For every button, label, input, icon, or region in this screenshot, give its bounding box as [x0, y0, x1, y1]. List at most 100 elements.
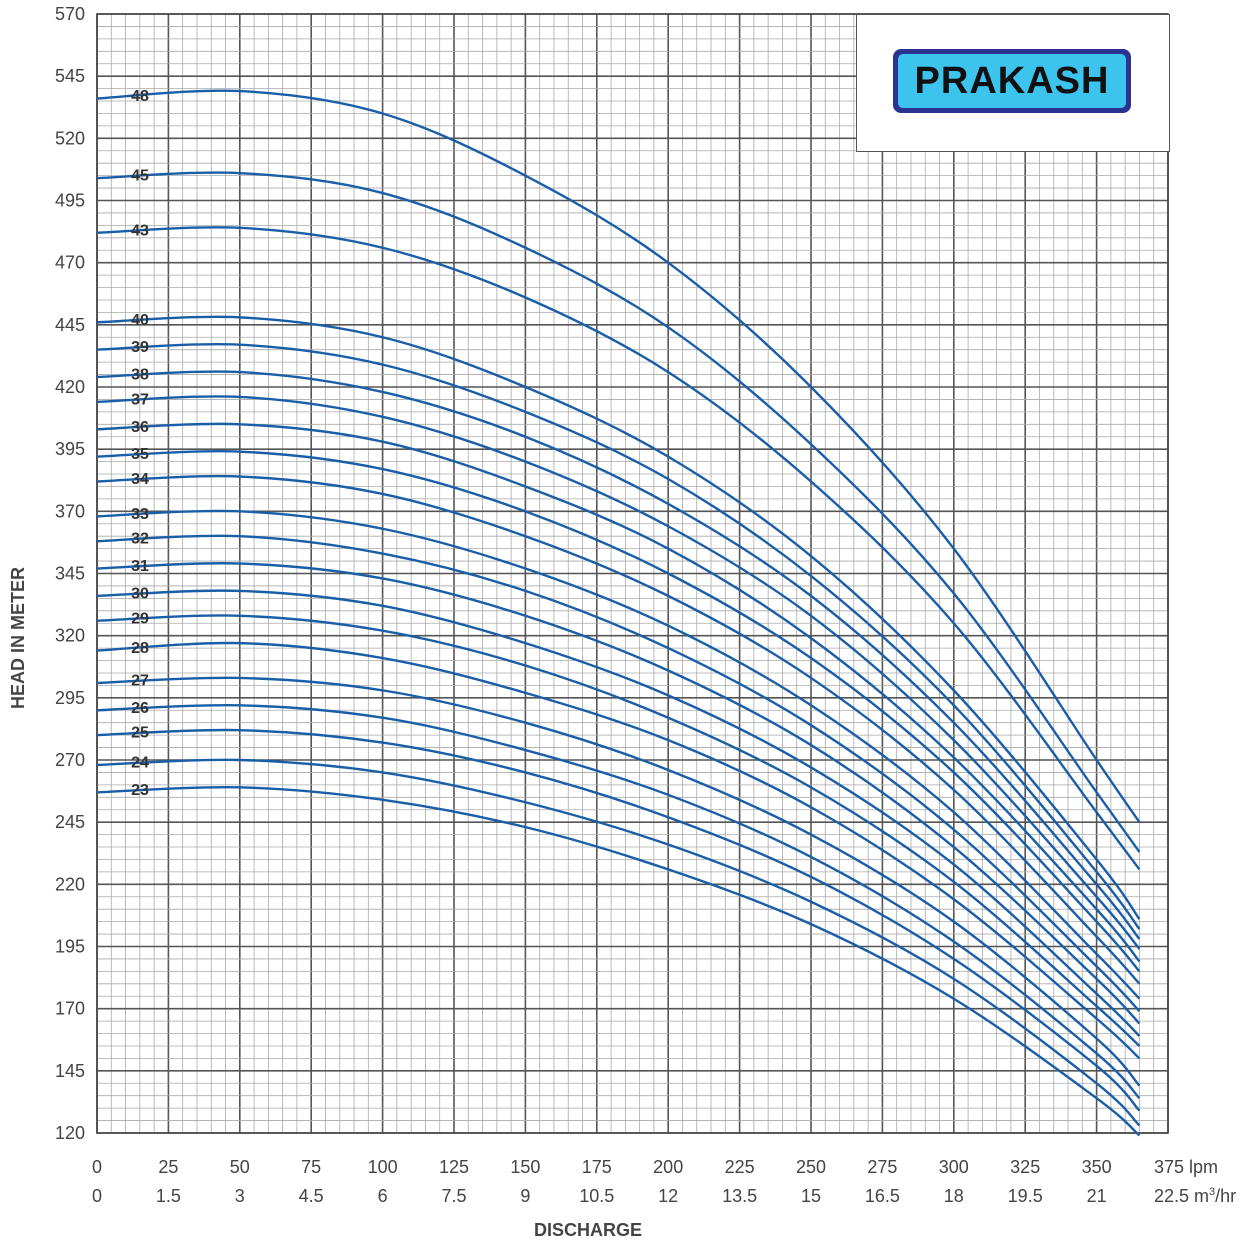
- curve-label-23: 23: [131, 782, 149, 799]
- performance-curve-stages-36: [96, 422, 1141, 963]
- x-tick-label-m3hr: 21: [1087, 1186, 1107, 1206]
- curve-label-37: 37: [131, 391, 149, 408]
- prakash-logo: PRAKASH: [893, 49, 1131, 113]
- performance-curve-stages-33: [96, 509, 1141, 1000]
- x-axis-ticks: 0 25 50 75 100 125 150 175 200 225 250 275 300 325 350…: [92, 1157, 1236, 1206]
- x-tick-label-lpm: 150: [510, 1157, 540, 1177]
- performance-curve-stages-45: [96, 171, 1141, 853]
- performance-curve-stages-28: [96, 641, 1141, 1060]
- x-tick-label-lpm: 100: [368, 1157, 398, 1177]
- curve-label-34: 34: [131, 471, 149, 488]
- x-unit-m3hr: m3/hr: [1194, 1186, 1236, 1206]
- curve-label-24: 24: [131, 754, 149, 771]
- x-tick-label-lpm: 25: [158, 1157, 178, 1177]
- x-tick-label-m3hr: 6: [378, 1186, 388, 1206]
- y-tick-label: 145: [55, 1061, 85, 1081]
- curve-label-48: 48: [131, 88, 149, 105]
- x-tick-label-m3hr: 15: [801, 1186, 821, 1206]
- x-tick-label-lpm: 125: [439, 1157, 469, 1177]
- x-tick-label-lpm: 225: [725, 1157, 755, 1177]
- x-tick-label-m3hr: 13.5: [722, 1186, 757, 1206]
- curve-label-43: 43: [131, 222, 149, 239]
- y-tick-label: 420: [55, 377, 85, 397]
- performance-curve-stages-35: [96, 450, 1141, 973]
- performance-curve-stages-43: [96, 226, 1141, 871]
- curve-label-35: 35: [131, 446, 149, 463]
- logo-panel: PRAKASH: [856, 14, 1170, 152]
- y-tick-label: 270: [55, 750, 85, 770]
- x-tick-label-lpm: 200: [653, 1157, 683, 1177]
- curve-label-26: 26: [131, 700, 149, 717]
- y-tick-label: 320: [55, 626, 85, 646]
- y-tick-label: 545: [55, 66, 85, 86]
- x-tick-label-m3hr: 1.5: [156, 1186, 181, 1206]
- logo-text: PRAKASH: [898, 54, 1126, 108]
- curve-label-29: 29: [131, 610, 149, 627]
- performance-curve-stages-48: [96, 89, 1141, 823]
- x-tick-label-lpm: 375 lpm: [1154, 1157, 1218, 1177]
- curve-label-40: 40: [131, 312, 149, 329]
- curve-label-25: 25: [131, 725, 149, 742]
- y-tick-label: 495: [55, 191, 85, 211]
- y-tick-label: 445: [55, 315, 85, 335]
- x-tick-label-m3hr: 7.5: [441, 1186, 466, 1206]
- x-tick-label-m3hr: 16.5: [865, 1186, 900, 1206]
- performance-curve-stages-24: [96, 758, 1141, 1127]
- x-tick-label-lpm: 0: [92, 1157, 102, 1177]
- x-tick-label-m3hr: 9: [520, 1186, 530, 1206]
- curve-label-28: 28: [131, 640, 149, 657]
- y-tick-label: 170: [55, 999, 85, 1019]
- performance-curve-stages-40: [96, 315, 1141, 920]
- x-tick-label-m3hr: 0: [92, 1186, 102, 1206]
- y-tick-label: 295: [55, 688, 85, 708]
- y-axis-title: HEAD IN METER: [8, 567, 28, 709]
- y-tick-label: 470: [55, 253, 85, 273]
- y-tick-label: 120: [55, 1123, 85, 1143]
- y-tick-label: 570: [55, 4, 85, 24]
- performance-curve-stages-25: [96, 728, 1141, 1112]
- x-tick-label-m3hr: 3: [235, 1186, 245, 1206]
- x-tick-label-m3hr: 12: [658, 1186, 678, 1206]
- x-tick-label-m3hr: 19.5: [1008, 1186, 1043, 1206]
- y-tick-label: 195: [55, 937, 85, 957]
- curve-label-45: 45: [131, 168, 149, 185]
- performance-curve-stages-23: [96, 785, 1141, 1137]
- y-tick-label: 520: [55, 128, 85, 148]
- performance-curve-stages-27: [96, 676, 1141, 1087]
- y-tick-label: 395: [55, 439, 85, 459]
- x-tick-label-m3hr: 18: [944, 1186, 964, 1206]
- x-tick-label-m3hr: 22.5: [1154, 1186, 1189, 1206]
- performance-curve-stages-39: [96, 342, 1141, 930]
- curve-label-32: 32: [131, 531, 149, 548]
- performance-curve-stages-38: [96, 370, 1141, 940]
- y-tick-label: 245: [55, 812, 85, 832]
- x-axis-title: DISCHARGE: [534, 1220, 642, 1240]
- x-tick-label-lpm: 175: [582, 1157, 612, 1177]
- curve-label-38: 38: [131, 367, 149, 384]
- curve-label-33: 33: [131, 506, 149, 523]
- x-tick-label-lpm: 350: [1082, 1157, 1112, 1177]
- curve-label-27: 27: [131, 672, 149, 689]
- performance-curve-stages-29: [96, 614, 1141, 1047]
- x-tick-label-lpm: 50: [230, 1157, 250, 1177]
- y-tick-label: 345: [55, 564, 85, 584]
- x-tick-label-lpm: 300: [939, 1157, 969, 1177]
- x-tick-label-lpm: 275: [867, 1157, 897, 1177]
- performance-curve-stages-26: [96, 703, 1141, 1100]
- plot-frame: [96, 13, 1169, 1134]
- performance-curve-stages-31: [96, 562, 1141, 1025]
- performance-curves: 48 45 43 40 39 38 37 36 35 34 33 32 31 30 29 28 27 26 25 24…: [96, 88, 1141, 1137]
- chart-grid: [96, 13, 1169, 1134]
- x-tick-label-lpm: 250: [796, 1157, 826, 1177]
- y-tick-label: 220: [55, 874, 85, 894]
- performance-curve-stages-34: [96, 474, 1141, 985]
- y-axis-ticks: 120 145 170 195 220 245 270 295 320 345 370 395 420 4…: [55, 4, 85, 1143]
- curve-label-30: 30: [131, 585, 149, 602]
- performance-curve-stages-37: [96, 395, 1141, 950]
- x-tick-label-m3hr: 10.5: [579, 1186, 614, 1206]
- x-tick-label-lpm: 75: [301, 1157, 321, 1177]
- curve-label-31: 31: [131, 558, 149, 575]
- y-tick-label: 370: [55, 501, 85, 521]
- x-tick-label-m3hr: 4.5: [299, 1186, 324, 1206]
